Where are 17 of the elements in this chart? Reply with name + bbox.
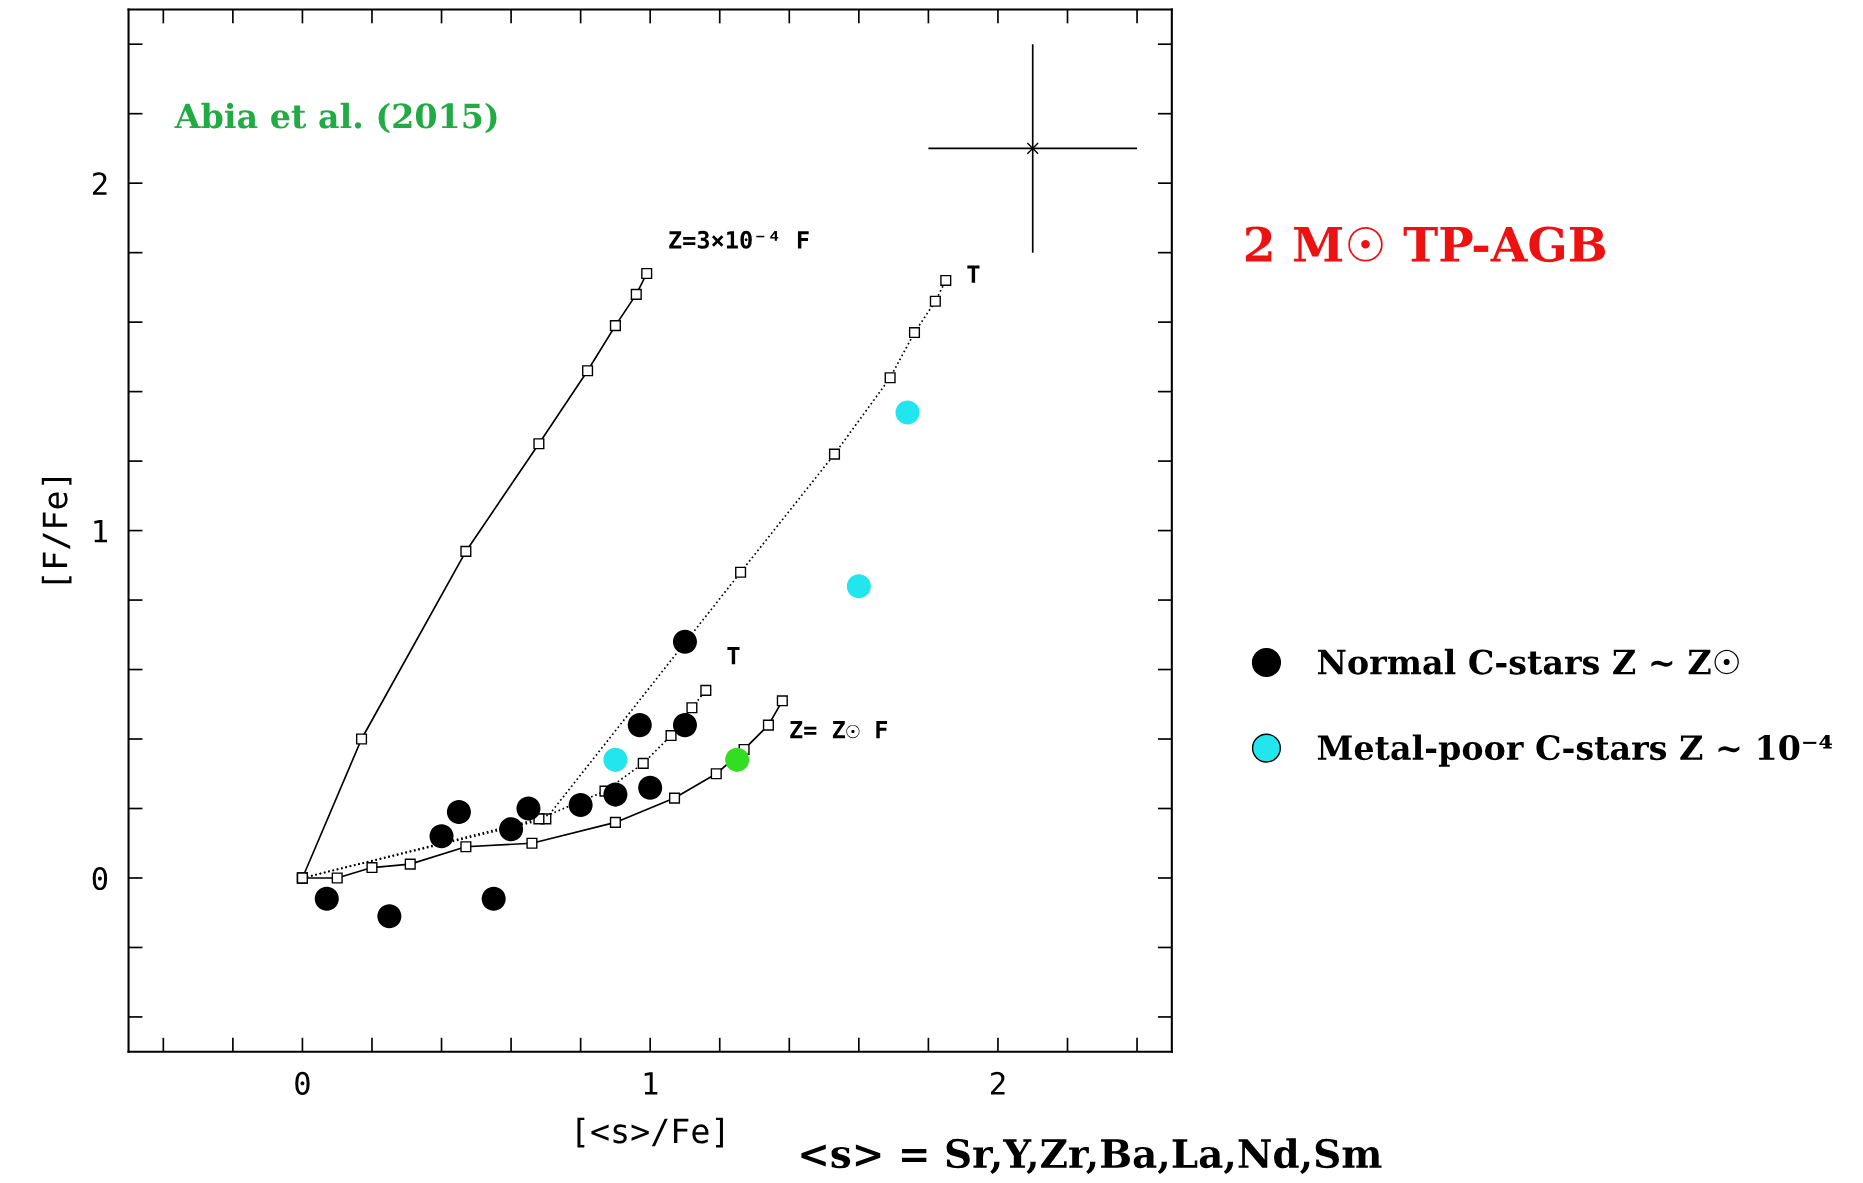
- y-tick-label: 1: [94, 519, 108, 543]
- y-tick-label: 2: [92, 172, 107, 195]
- annotation: Z= Z☉ F: [790, 721, 888, 739]
- annotation: T: [727, 647, 740, 665]
- x-axis-title: [<s>/Fe]: [577, 1117, 723, 1148]
- legend-label: Metal-poor C-stars Z ~ 10⁻⁴: [1317, 734, 1832, 767]
- x-tick-label: 2: [991, 1071, 1005, 1095]
- legend-label: Normal C-stars Z ~ Z☉: [1317, 648, 1739, 675]
- y-tick-label: 0: [92, 867, 108, 891]
- text: 2 M☉ TP-AGB: [1245, 226, 1606, 263]
- annotation: T: [967, 265, 980, 283]
- y-axis-title: [F/Fe]: [41, 477, 72, 584]
- annotation: Abia et al. (2015): [174, 102, 497, 134]
- text: <s> = Sr,Y,Zr,Ba,La,Nd,Sm: [801, 1138, 1382, 1175]
- x-tick-label: 1: [644, 1072, 658, 1095]
- annotation: Z=3×10⁻⁴ F: [669, 230, 809, 249]
- x-tick-label: 0: [295, 1071, 310, 1095]
